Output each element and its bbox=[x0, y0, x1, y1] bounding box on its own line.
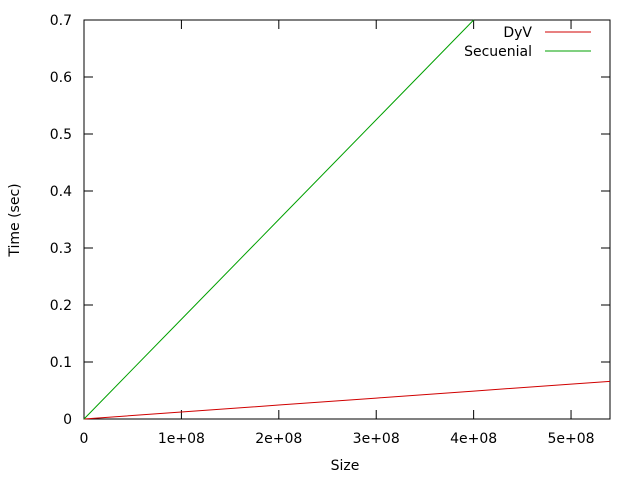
x-tick-label: 5e+08 bbox=[547, 431, 594, 447]
legend-label-secuenial: Secuenial bbox=[464, 44, 532, 60]
y-tick-label: 0.4 bbox=[50, 184, 72, 200]
y-tick-label: 0.1 bbox=[50, 355, 72, 371]
x-axis-label: Size bbox=[331, 458, 360, 474]
x-tick-label: 2e+08 bbox=[255, 431, 302, 447]
y-tick-label: 0.3 bbox=[50, 241, 72, 257]
x-tick-label: 1e+08 bbox=[158, 431, 205, 447]
series-line-secuenial bbox=[83, 19, 474, 420]
y-axis-label: Time (sec) bbox=[7, 183, 23, 257]
ticks-layer: 0 0.1 0.2 0.3 0.4 0.5 0.6 0.7 0 1e+08 2e+08 3e+08 4e… bbox=[50, 13, 610, 447]
y-tick-label: 0 bbox=[63, 412, 72, 428]
y-tick-label: 0.5 bbox=[50, 127, 72, 143]
y-tick-label: 0.6 bbox=[50, 70, 72, 86]
x-tick-label: 4e+08 bbox=[450, 431, 497, 447]
y-tick-label: 0.7 bbox=[50, 13, 72, 29]
x-tick-label: 3e+08 bbox=[353, 431, 400, 447]
legend: DyV Secuenial bbox=[464, 25, 591, 60]
legend-label-dyv: DyV bbox=[503, 25, 532, 41]
x-tick-label: 0 bbox=[80, 431, 89, 447]
plot-frame-layer bbox=[83, 19, 611, 420]
y-tick-label: 0.2 bbox=[50, 298, 72, 314]
series-line-dyv bbox=[83, 380, 611, 420]
series-layer bbox=[83, 19, 611, 420]
plot-border bbox=[83, 19, 611, 420]
